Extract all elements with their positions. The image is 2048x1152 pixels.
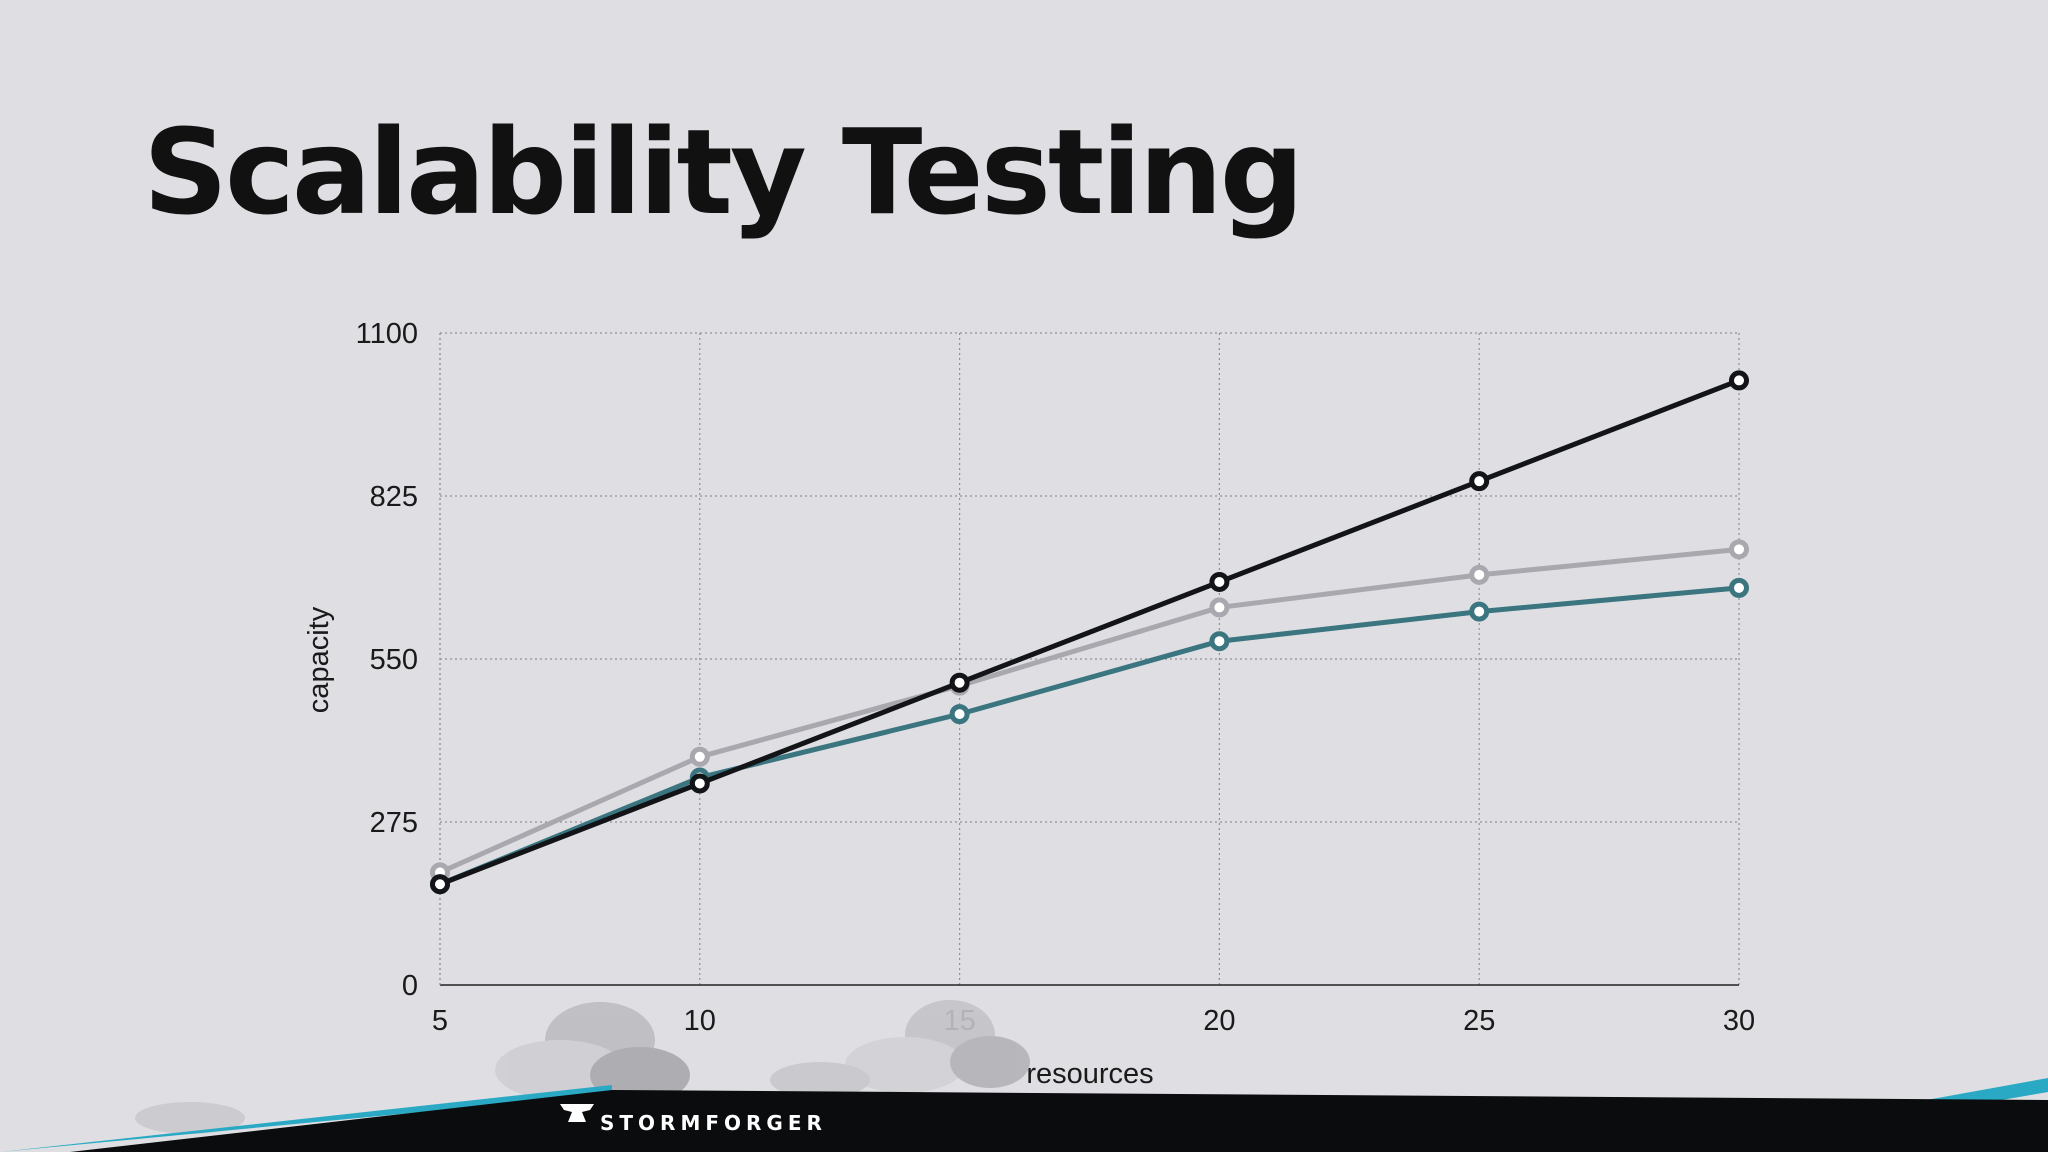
y-tick-label: 0 <box>402 970 418 1002</box>
y-tick-label: 275 <box>370 807 418 839</box>
series-2-point <box>1209 597 1230 618</box>
slide-title: Scalability Testing <box>143 103 1304 241</box>
anvil-icon <box>560 1104 594 1122</box>
series-3-point <box>949 704 970 725</box>
series-1-point <box>1729 370 1749 391</box>
footer-accent-strip-left <box>0 1085 612 1152</box>
x-tick-label: 30 <box>1723 1005 1755 1037</box>
series-2-point <box>1469 564 1490 585</box>
cloud-illustration <box>135 1000 1030 1134</box>
x-axis-title: resources <box>1026 1058 1153 1090</box>
x-tick-label: 5 <box>432 1005 448 1037</box>
y-tick-label: 825 <box>370 481 418 513</box>
series-1-point <box>430 874 450 895</box>
y-tick-label: 1100 <box>356 318 418 350</box>
series-line-1 <box>439 378 1740 887</box>
series-line-2 <box>438 546 1740 875</box>
chart-series <box>430 370 1749 895</box>
footer-black-band <box>70 1090 2048 1152</box>
series-1-point <box>689 773 710 794</box>
series-2-point <box>689 746 710 767</box>
series-2-point <box>1729 539 1749 560</box>
y-axis-title: capacity <box>303 606 335 713</box>
series-3-point <box>1209 631 1230 652</box>
brand-name: STORMFORGER <box>600 1111 827 1135</box>
x-tick-label: 25 <box>1463 1005 1495 1037</box>
series-1-point <box>949 672 970 693</box>
series-3-point <box>1469 601 1490 622</box>
x-tick-label: 10 <box>684 1005 716 1037</box>
y-tick-label: 550 <box>370 644 418 676</box>
stormforger-logo <box>560 1104 594 1122</box>
series-3-point <box>1729 577 1749 598</box>
series-1-point <box>1209 571 1230 592</box>
x-tick-label: 20 <box>1203 1005 1235 1037</box>
series-1-point <box>1469 471 1490 492</box>
series-line-3 <box>439 585 1740 887</box>
chart-axes <box>439 333 1739 986</box>
